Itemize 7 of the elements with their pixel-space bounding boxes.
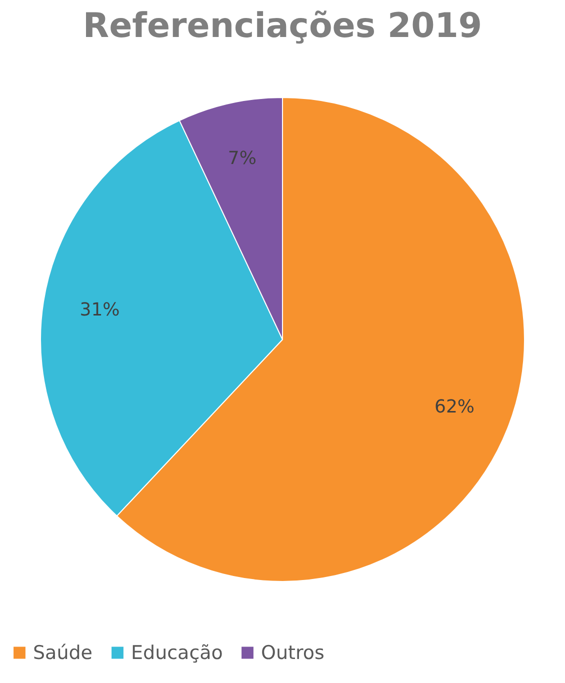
legend-label: Outros [261, 642, 324, 664]
legend-label: Educação [131, 642, 223, 664]
data-label: 31% [80, 300, 120, 321]
legend-label: Saúde [33, 642, 92, 664]
data-label: 62% [434, 396, 475, 418]
data-label: 7% [228, 148, 256, 169]
chart-title: Referenciações 2019 [82, 6, 482, 46]
